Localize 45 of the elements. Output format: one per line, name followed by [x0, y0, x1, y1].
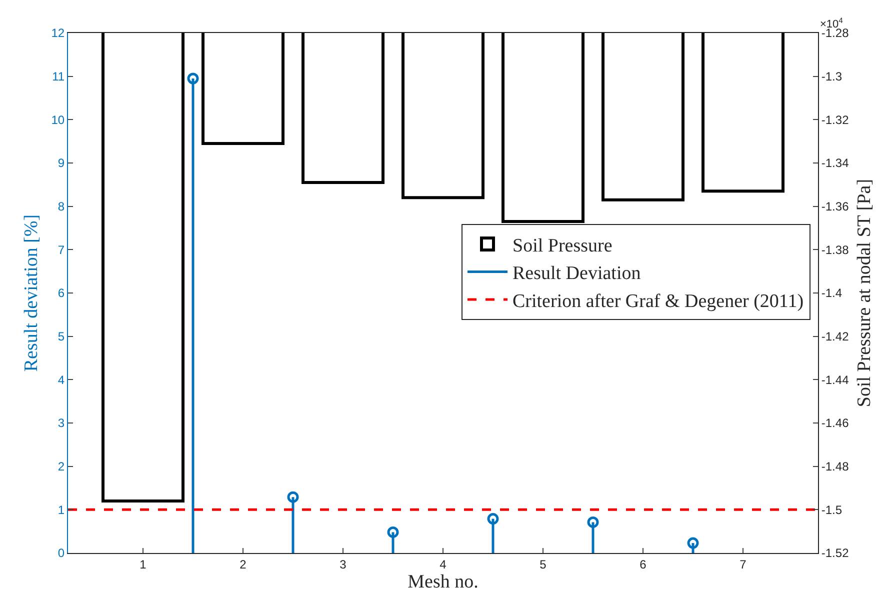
y2-tick-label: -1.48 [821, 460, 850, 474]
y2-tick-label: -1.28 [821, 26, 850, 40]
x-axis-title: Mesh no. [408, 571, 478, 592]
y-tick-label: 9 [58, 156, 65, 170]
legend-label: Criterion after Graf & Degener (2011) [512, 290, 804, 312]
y-tick-label: 8 [58, 200, 65, 214]
y2-tick-label: -1.4 [821, 286, 842, 300]
y2-axis-title: Soil Pressure at nodal ST [Pa] [854, 178, 875, 408]
y2-tick-label: -1.38 [821, 242, 850, 257]
x-tick-label: 1 [140, 557, 147, 572]
y2-tick-label: -1.34 [821, 156, 850, 170]
y2-tick-label: -1.32 [821, 112, 850, 127]
y-tick-label: 11 [52, 70, 65, 84]
point [487, 513, 499, 525]
y-tick-label: 1 [58, 502, 65, 517]
y2-tick-label: -1.46 [821, 416, 850, 430]
y-tick-label: 0 [58, 546, 65, 560]
y-axis-title: Result deviation [%] [21, 214, 42, 372]
x-tick-label: 6 [640, 557, 647, 572]
y-tick-label: 5 [58, 330, 65, 344]
y-tick-label: 2 [58, 460, 65, 474]
y-tick-label: 10 [51, 112, 65, 127]
y2-tick-label: -1.36 [821, 200, 850, 214]
y2-tick-label: -1.42 [821, 330, 850, 344]
y-tick-label: 6 [58, 286, 65, 300]
x-tick-label: 7 [740, 557, 747, 572]
y2-tick-label: -1.5 [821, 502, 842, 517]
y-tick-label: 4 [58, 372, 65, 387]
point [187, 72, 199, 84]
point [387, 526, 399, 538]
point [287, 491, 299, 503]
legend-label: Soil Pressure [512, 235, 612, 256]
x-tick-label: 5 [540, 557, 547, 572]
y2-tick-label: -1.44 [821, 372, 850, 387]
y2-tick-label: -1.52 [821, 546, 850, 560]
x-tick-label: 4 [440, 557, 447, 572]
point [687, 537, 699, 549]
x-tick-label: 3 [340, 557, 347, 572]
y-tick-label: 3 [58, 416, 65, 430]
y2-tick-label: -1.3 [821, 70, 842, 84]
point [587, 516, 599, 528]
y-tick-label: 12 [51, 26, 65, 40]
x-tick-label: 2 [240, 557, 247, 572]
y-tick-label: 7 [58, 242, 65, 257]
legend-label: Result Deviation [512, 263, 642, 284]
